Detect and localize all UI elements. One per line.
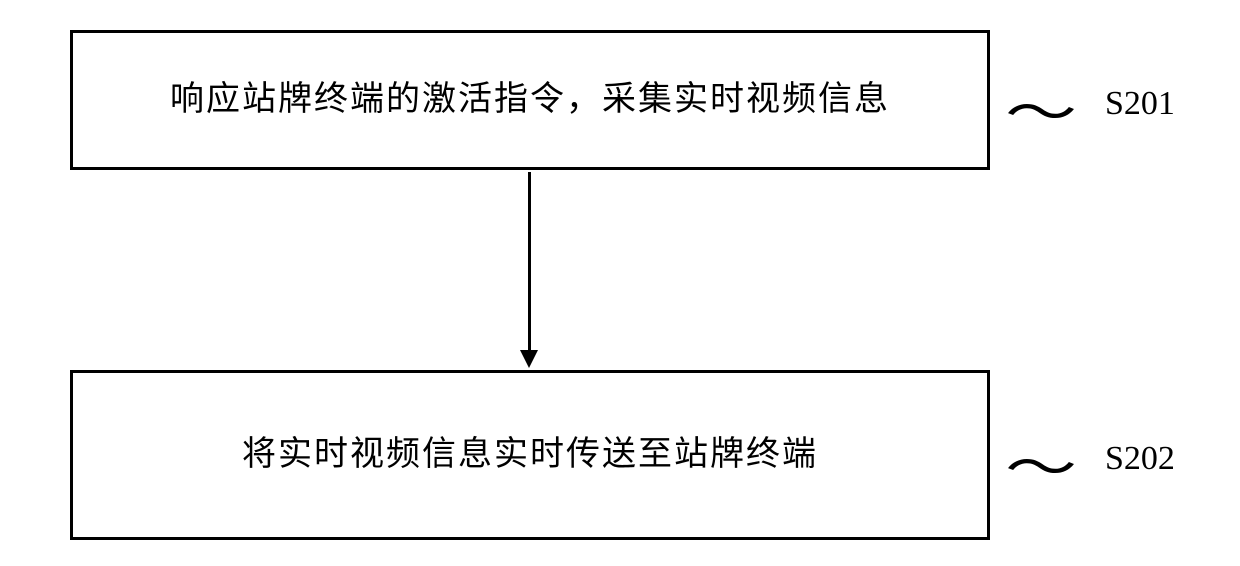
step-label-1: S201: [1105, 85, 1175, 123]
step-label-2: S202: [1105, 440, 1175, 478]
label-connector-2: 〜: [1005, 426, 1077, 501]
flowchart-node-2: 将实时视频信息实时传送至站牌终端: [70, 370, 990, 540]
label-connector-1: 〜: [1005, 71, 1077, 146]
flowchart-node-1-text: 响应站牌终端的激活指令，采集实时视频信息: [170, 76, 890, 124]
flowchart-arrow-head: [520, 350, 538, 368]
flowchart-node-2-text: 将实时视频信息实时传送至站牌终端: [242, 431, 818, 479]
flowchart-node-1: 响应站牌终端的激活指令，采集实时视频信息: [70, 30, 990, 170]
flowchart-arrow-shaft: [528, 172, 531, 350]
